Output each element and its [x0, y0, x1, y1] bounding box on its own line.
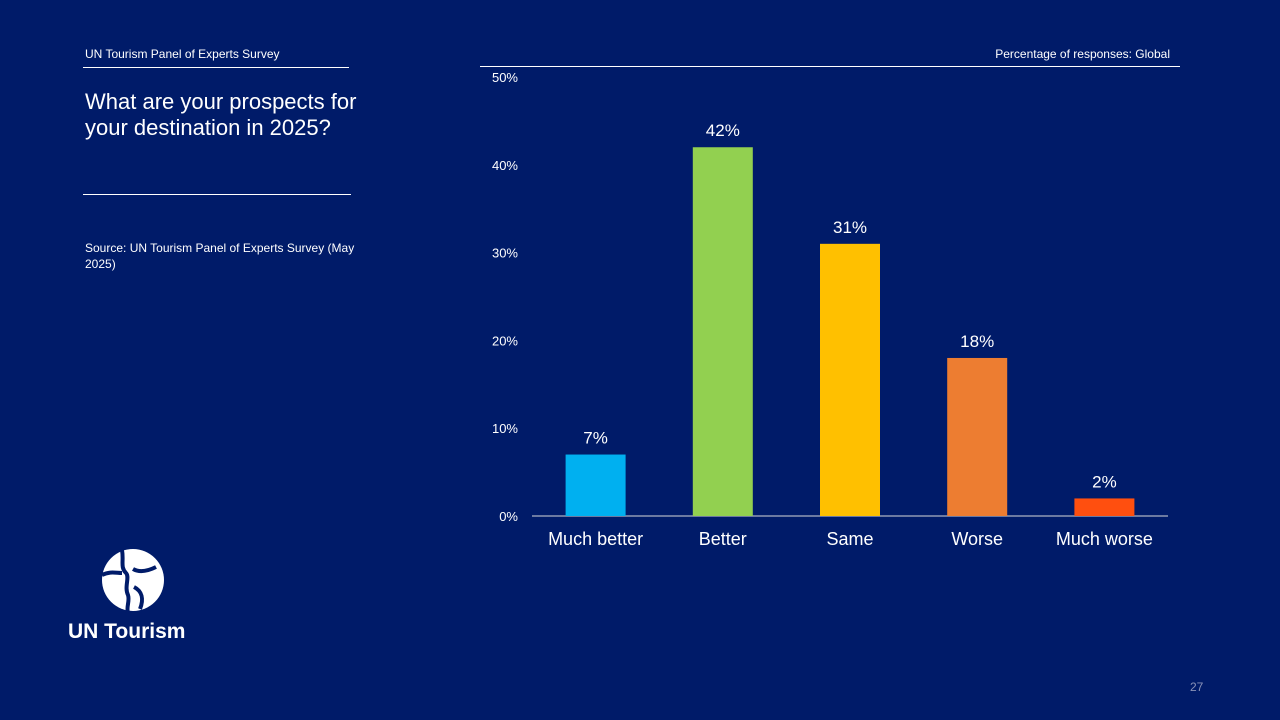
data-label: 31% — [833, 218, 867, 237]
page-number: 27 — [1190, 680, 1204, 694]
bar-better — [692, 147, 753, 517]
source-note: Source: UN Tourism Panel of Experts Surv… — [85, 241, 355, 271]
logo-text: UN Tourism — [68, 620, 186, 643]
title-divider — [83, 194, 351, 195]
x-tick-label: Better — [699, 529, 747, 549]
slide-title: What are your prospects for your destina… — [85, 89, 357, 140]
y-tick-label: 50% — [492, 70, 518, 85]
x-tick-label: Much better — [548, 529, 643, 549]
data-label: 42% — [706, 121, 740, 140]
data-label: 18% — [960, 332, 994, 351]
bar-same — [820, 243, 880, 516]
y-tick-label: 0% — [499, 509, 518, 524]
bar-much-worse — [1074, 498, 1135, 516]
bar-worse — [947, 357, 1008, 516]
header-divider-right — [480, 66, 1180, 67]
y-tick-label: 40% — [492, 158, 518, 173]
data-label: 7% — [583, 429, 608, 448]
y-tick-label: 20% — [492, 333, 518, 348]
bar-much-better — [565, 454, 626, 516]
data-label: 2% — [1092, 472, 1117, 491]
un-tourism-logo-icon — [101, 549, 164, 613]
y-tick-label: 30% — [492, 246, 518, 261]
header-left: UN Tourism Panel of Experts Survey — [85, 47, 280, 61]
x-tick-label: Much worse — [1056, 529, 1153, 549]
header-right: Percentage of responses: Global — [995, 47, 1170, 61]
y-tick-label: 10% — [492, 421, 518, 436]
header-divider-left — [83, 67, 349, 68]
x-tick-label: Worse — [951, 529, 1003, 549]
x-tick-label: Same — [826, 529, 873, 549]
